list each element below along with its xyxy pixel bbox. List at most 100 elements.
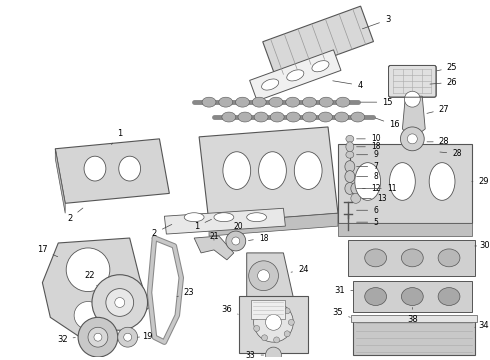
Text: 2: 2: [152, 224, 172, 238]
Ellipse shape: [269, 97, 283, 107]
Text: 1: 1: [112, 129, 122, 145]
Circle shape: [88, 327, 108, 347]
Text: 32: 32: [57, 335, 75, 344]
Text: 23: 23: [177, 288, 195, 297]
Circle shape: [254, 302, 294, 342]
FancyBboxPatch shape: [351, 315, 477, 322]
Ellipse shape: [219, 97, 233, 107]
Circle shape: [66, 248, 110, 292]
Circle shape: [404, 91, 420, 107]
Ellipse shape: [345, 161, 355, 172]
Text: 18: 18: [248, 234, 269, 243]
Ellipse shape: [236, 97, 249, 107]
Text: 33: 33: [246, 351, 264, 360]
FancyBboxPatch shape: [389, 66, 436, 97]
Polygon shape: [209, 213, 338, 236]
Circle shape: [407, 134, 417, 144]
Text: 20: 20: [234, 222, 244, 231]
Circle shape: [288, 319, 294, 325]
Text: 29: 29: [472, 177, 489, 186]
Ellipse shape: [84, 156, 106, 181]
Text: 28: 28: [440, 149, 462, 158]
Circle shape: [266, 347, 281, 360]
Circle shape: [78, 318, 118, 357]
Ellipse shape: [252, 97, 266, 107]
Text: 10: 10: [357, 134, 380, 143]
Text: 6: 6: [357, 206, 378, 215]
Ellipse shape: [246, 213, 267, 222]
Ellipse shape: [312, 60, 329, 72]
Text: 7: 7: [357, 162, 378, 171]
Ellipse shape: [318, 112, 333, 122]
Circle shape: [262, 335, 268, 341]
Circle shape: [74, 302, 102, 329]
Polygon shape: [353, 320, 475, 355]
Ellipse shape: [238, 112, 252, 122]
Circle shape: [226, 231, 245, 251]
Polygon shape: [194, 236, 234, 260]
Polygon shape: [55, 139, 170, 203]
Ellipse shape: [345, 171, 355, 183]
Polygon shape: [239, 296, 308, 353]
Text: 21: 21: [209, 231, 219, 240]
Ellipse shape: [184, 213, 204, 222]
Polygon shape: [164, 208, 285, 234]
Circle shape: [258, 270, 270, 282]
Ellipse shape: [346, 151, 354, 158]
Polygon shape: [353, 281, 472, 312]
Polygon shape: [402, 96, 425, 139]
Text: 16: 16: [375, 118, 400, 130]
Circle shape: [400, 127, 424, 151]
Circle shape: [94, 333, 102, 341]
Text: 37: 37: [0, 359, 1, 360]
Ellipse shape: [365, 249, 387, 267]
Ellipse shape: [438, 249, 460, 267]
Ellipse shape: [222, 112, 236, 122]
Ellipse shape: [438, 288, 460, 306]
Ellipse shape: [287, 70, 304, 81]
Text: 11: 11: [363, 184, 396, 193]
Ellipse shape: [262, 79, 279, 90]
Text: 12: 12: [357, 184, 380, 193]
Text: 28: 28: [427, 137, 449, 146]
Circle shape: [254, 325, 260, 332]
Text: 4: 4: [333, 81, 363, 90]
Ellipse shape: [223, 152, 251, 189]
Text: 13: 13: [363, 194, 387, 203]
Ellipse shape: [336, 97, 350, 107]
Circle shape: [284, 331, 290, 337]
Ellipse shape: [294, 152, 322, 189]
Circle shape: [262, 304, 268, 310]
Polygon shape: [43, 238, 149, 337]
Ellipse shape: [270, 112, 284, 122]
Text: 38: 38: [407, 307, 417, 324]
Text: 24: 24: [291, 265, 309, 274]
Circle shape: [118, 327, 138, 347]
Ellipse shape: [214, 213, 234, 222]
Text: 19: 19: [138, 332, 153, 341]
Ellipse shape: [119, 156, 141, 181]
Text: 35: 35: [333, 308, 350, 317]
Circle shape: [92, 275, 147, 330]
Polygon shape: [55, 149, 65, 213]
Text: 3: 3: [363, 15, 390, 29]
Polygon shape: [199, 127, 338, 223]
Ellipse shape: [390, 163, 416, 200]
FancyBboxPatch shape: [251, 300, 285, 319]
Ellipse shape: [345, 183, 355, 194]
Circle shape: [284, 308, 290, 314]
Ellipse shape: [346, 135, 354, 142]
Circle shape: [106, 289, 134, 316]
Circle shape: [232, 237, 240, 245]
Text: 27: 27: [427, 105, 449, 114]
Ellipse shape: [351, 112, 365, 122]
Text: 31: 31: [335, 286, 353, 295]
Polygon shape: [263, 6, 373, 77]
Ellipse shape: [355, 163, 381, 200]
Polygon shape: [249, 50, 341, 101]
Text: 30: 30: [475, 242, 490, 251]
Circle shape: [115, 297, 125, 307]
Text: 26: 26: [430, 78, 457, 87]
Circle shape: [351, 193, 361, 203]
Ellipse shape: [286, 112, 300, 122]
